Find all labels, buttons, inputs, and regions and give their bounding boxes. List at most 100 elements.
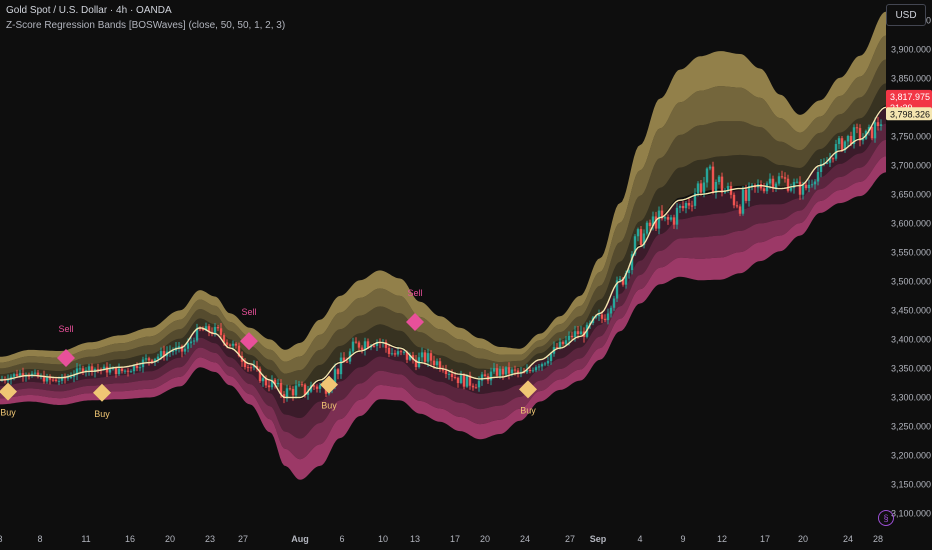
candle-body <box>96 368 100 370</box>
candle-body <box>516 370 520 373</box>
candle-body <box>126 370 130 372</box>
candle-body <box>102 366 106 370</box>
candle-body <box>783 177 787 179</box>
candle-body <box>468 375 472 386</box>
indicator-title: Z-Score Regression Bands [BOSWaves] (clo… <box>6 20 286 31</box>
time-axis[interactable]: 3 8 11 16 20 23 27 Aug 6 10 13 17 20 24 27 Sep 4 9 12 17 20 2… <box>0 528 932 550</box>
candle-body <box>111 368 115 370</box>
candle-body <box>366 341 370 348</box>
x-tick-label: 12 <box>717 534 727 544</box>
candle-body <box>162 351 166 357</box>
candle-body <box>672 217 676 225</box>
x-tick-label: 17 <box>760 534 770 544</box>
y-tick-label: 3,200.000 <box>891 450 931 460</box>
candle-body <box>606 313 610 321</box>
candle-body <box>711 166 715 194</box>
candle-body <box>633 236 637 255</box>
candle-body <box>789 188 793 191</box>
candle-body <box>315 386 319 389</box>
lower-band-layer-1 <box>0 156 886 480</box>
candle-body <box>129 371 133 373</box>
candle-body <box>489 371 493 381</box>
candle-body <box>6 379 10 381</box>
candle-body <box>483 374 487 377</box>
candle-body <box>408 355 412 360</box>
candle-body <box>423 352 427 362</box>
currency-button[interactable]: USD <box>886 4 926 26</box>
candle-body <box>375 341 379 347</box>
settings-icon[interactable]: § <box>878 510 894 526</box>
y-tick-label: 3,900.000 <box>891 44 931 54</box>
candle-body <box>384 341 388 348</box>
candle-body <box>576 331 580 335</box>
candle-body <box>612 298 616 308</box>
x-tick-label: 24 <box>843 534 853 544</box>
candle-body <box>792 182 796 189</box>
candle-body <box>351 341 355 352</box>
candle-body <box>642 233 646 246</box>
candle-body <box>363 341 367 350</box>
candle-body <box>501 368 505 375</box>
sell-signal-diamond <box>240 332 258 351</box>
price-axis[interactable]: 3,950.0003,900.0003,850.0003,800.0003,75… <box>886 0 932 550</box>
candle-body <box>390 353 394 355</box>
candle-body <box>237 345 241 357</box>
x-tick-label: Sep <box>590 534 607 544</box>
candle-body <box>660 210 664 219</box>
candle-body <box>813 181 817 185</box>
x-tick-label: 4 <box>637 534 642 544</box>
candle-body <box>645 222 649 234</box>
buy-signal-diamond <box>519 380 537 399</box>
candle-body <box>216 327 220 329</box>
candle-body <box>690 205 694 207</box>
buy-signal-diamond <box>0 382 17 401</box>
candle-body <box>303 384 307 395</box>
candle-body <box>858 128 862 141</box>
sell-signal-diamond <box>57 348 75 367</box>
x-tick-label: 23 <box>205 534 215 544</box>
candle-body <box>339 357 343 375</box>
candle-body <box>294 385 298 396</box>
candle-body <box>357 342 361 348</box>
candle-body <box>849 135 853 145</box>
candle-body <box>471 385 475 388</box>
y-tick-label: 3,850.000 <box>891 73 931 83</box>
candle-body <box>222 335 226 343</box>
candle-body <box>156 356 160 360</box>
candle-body <box>387 347 391 354</box>
candle-body <box>81 368 85 373</box>
candle-body <box>651 216 655 227</box>
candle-body <box>609 307 613 314</box>
candle-body <box>420 352 424 358</box>
candle-body <box>108 369 112 373</box>
candle-body <box>495 368 499 376</box>
y-tick-label: 3,750.000 <box>891 131 931 141</box>
candle-body <box>309 385 313 392</box>
candle-body <box>243 361 247 368</box>
candle-body <box>510 369 514 374</box>
y-tick-label: 3,700.000 <box>891 160 931 170</box>
candle-body <box>429 353 433 361</box>
candle-body <box>657 210 661 229</box>
candle-body <box>78 368 82 370</box>
candle-body <box>273 379 277 385</box>
y-tick-label: 3,100.000 <box>891 508 931 518</box>
candle-body <box>558 341 562 348</box>
x-tick-label: 27 <box>565 534 575 544</box>
x-tick-label: 8 <box>37 534 42 544</box>
candle-body <box>291 388 295 396</box>
candle-body <box>192 340 196 342</box>
candle-body <box>498 368 502 376</box>
x-tick-label: 3 <box>0 534 3 544</box>
candle-body <box>867 126 871 131</box>
x-tick-label: 10 <box>378 534 388 544</box>
candle-body <box>879 124 883 127</box>
candle-body <box>90 366 94 372</box>
candle-body <box>687 203 691 206</box>
candle-body <box>54 379 58 381</box>
candle-body <box>288 388 292 390</box>
candle-body <box>36 372 40 377</box>
candle-body <box>705 168 709 183</box>
buy-signal-label: Buy <box>321 401 337 411</box>
